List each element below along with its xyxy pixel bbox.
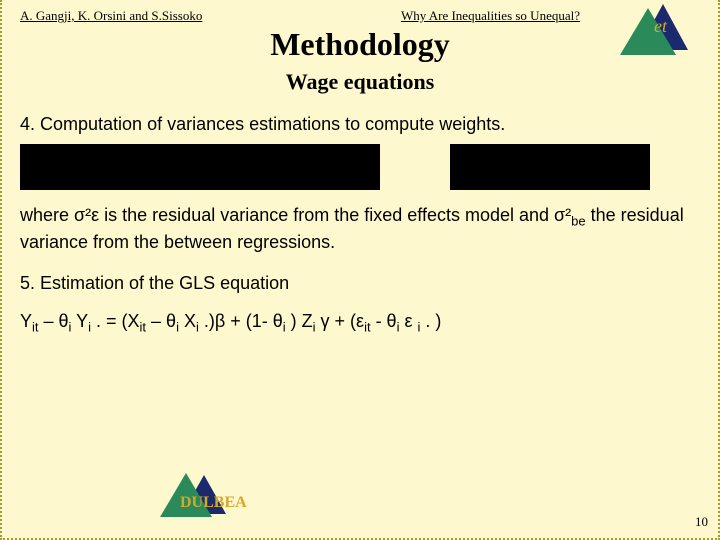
step5-text: 5. Estimation of the GLS equation xyxy=(20,272,700,295)
paper-title-text: Why Are Inequalities so Unequal? xyxy=(401,8,580,24)
header-row: A. Gangji, K. Orsini and S.Sissoko Why A… xyxy=(20,8,700,24)
formula-box-1 xyxy=(20,144,380,190)
where-text: where σ²ε is the residual variance from … xyxy=(20,204,700,254)
gls-equation: Yit – θi Yi . = (Xit – θi Xi .)β + (1- θ… xyxy=(20,310,700,336)
corner-logo: et xyxy=(608,0,688,60)
formula-boxes-row xyxy=(20,144,700,190)
triangle-logo-icon: et xyxy=(608,0,688,60)
authors-text: A. Gangji, K. Orsini and S.Sissoko xyxy=(20,8,202,24)
main-title: Methodology xyxy=(20,26,700,63)
step4-text: 4. Computation of variances estimations … xyxy=(20,113,700,136)
slide-container: A. Gangji, K. Orsini and S.Sissoko Why A… xyxy=(0,0,720,540)
brand-text: DULBEA xyxy=(180,494,247,512)
page-number: 10 xyxy=(695,514,708,530)
subtitle: Wage equations xyxy=(20,69,700,95)
formula-box-2 xyxy=(450,144,650,190)
svg-text:et: et xyxy=(654,16,668,36)
